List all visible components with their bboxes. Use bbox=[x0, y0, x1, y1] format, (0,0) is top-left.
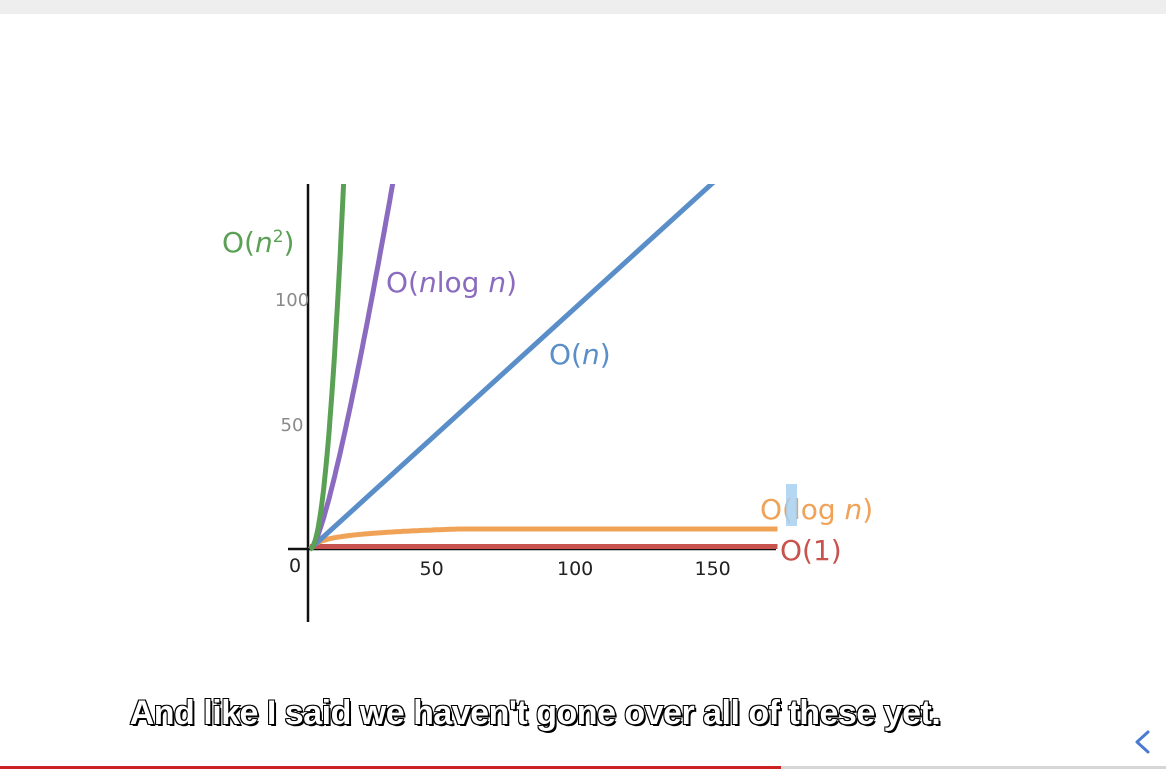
curve-o-nlog-n- bbox=[308, 184, 396, 552]
curve-o-log-n- bbox=[308, 526, 778, 551]
y-tick-label-50: 50 bbox=[281, 415, 304, 436]
label-o-log-n: O(log n) bbox=[760, 493, 873, 526]
label-o-n-squared: O(n2) bbox=[222, 226, 294, 259]
origin-label: 0 bbox=[289, 555, 301, 577]
chart-labels: 0 50 100 150 50 100 O(n2) O(nlog n) O(n) O(log n)… bbox=[222, 226, 873, 580]
label-o-n-log-n: O(nlog n) bbox=[386, 266, 517, 299]
curve-o-n- bbox=[308, 184, 716, 551]
x-tick-label-100: 100 bbox=[557, 558, 593, 580]
progress-bar[interactable] bbox=[0, 766, 1166, 769]
x-tick-label-150: 150 bbox=[695, 558, 731, 580]
curve-o-n- bbox=[309, 184, 347, 552]
y-tick-label-100: 100 bbox=[275, 290, 309, 311]
chart-curves bbox=[308, 184, 778, 552]
subtitle-caption: And like I said we haven't gone over all… bbox=[129, 693, 942, 733]
chart-axes bbox=[288, 184, 776, 622]
top-bar bbox=[0, 0, 1166, 14]
label-o-1: O(1) bbox=[780, 534, 842, 567]
text-cursor-highlight bbox=[786, 484, 797, 526]
chevron-left-icon bbox=[1135, 730, 1150, 754]
collapse-button[interactable] bbox=[1128, 722, 1162, 762]
x-tick-label-50: 50 bbox=[420, 558, 444, 580]
label-o-n: O(n) bbox=[549, 338, 611, 371]
progress-fill bbox=[0, 766, 782, 769]
